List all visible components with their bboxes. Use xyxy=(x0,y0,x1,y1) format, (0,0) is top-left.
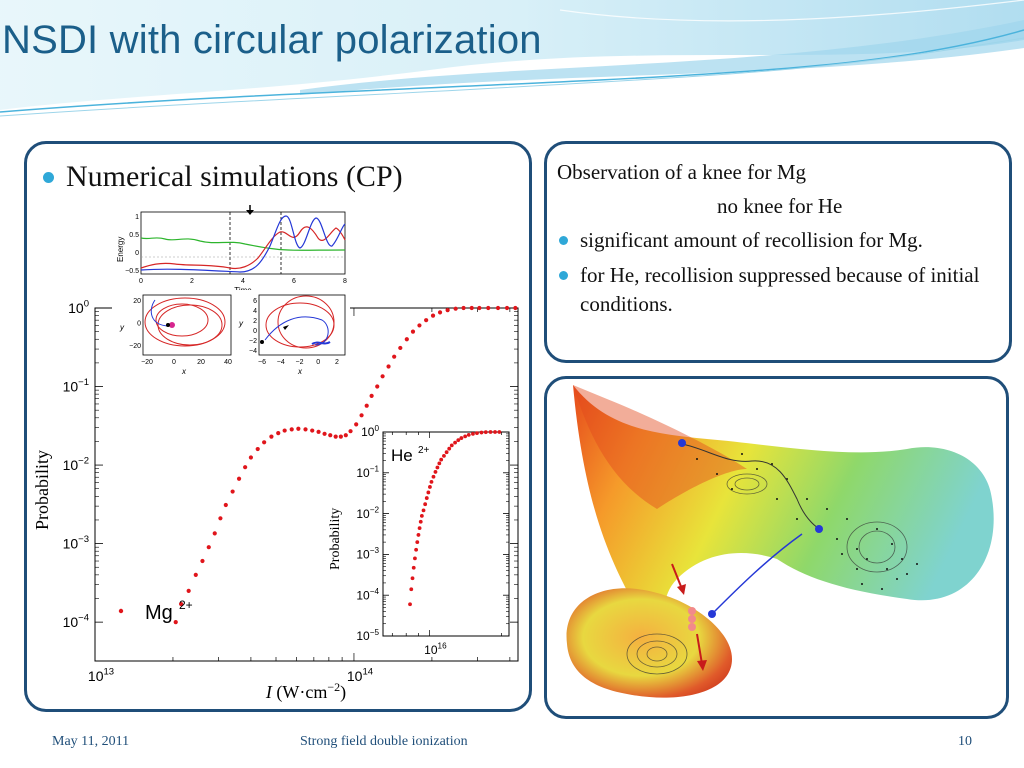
footer-date: May 11, 2011 xyxy=(52,734,130,749)
page-number: 10 xyxy=(958,734,972,749)
observation-bullet-item: for He, recollision suppressed because o… xyxy=(557,261,1007,319)
potential-surface-image xyxy=(566,385,994,698)
simulation-bullet-text: Numerical simulations (CP) xyxy=(66,160,403,193)
observation-panel: Observation of a knee for Mg no knee for… xyxy=(544,141,1012,363)
bullet-dot-icon xyxy=(559,271,568,280)
simulation-panel: Numerical simulations (CP) xyxy=(24,141,532,712)
slide-title: NSDI with circular polarization xyxy=(2,18,542,62)
observation-bullet-item: significant amount of recollision for Mg… xyxy=(557,226,1007,255)
observation-line-mg: Observation of a knee for Mg xyxy=(557,160,807,184)
bullet-dot-icon xyxy=(43,171,54,183)
header-wave-decoration xyxy=(0,0,1024,117)
observation-line-he: no knee for He xyxy=(717,194,843,218)
observation-bullet-text: for He, recollision suppressed because o… xyxy=(580,263,980,316)
simulation-bullet: Numerical simulations (CP) xyxy=(43,160,403,194)
observation-bullet-text: significant amount of recollision for Mg… xyxy=(580,228,923,252)
observation-text: Observation of a knee for Mg no knee for… xyxy=(557,158,1007,319)
footer-title: Strong field double ionization xyxy=(300,734,468,749)
bullet-dot-icon xyxy=(559,236,568,245)
potential-surface-panel xyxy=(544,376,1009,719)
